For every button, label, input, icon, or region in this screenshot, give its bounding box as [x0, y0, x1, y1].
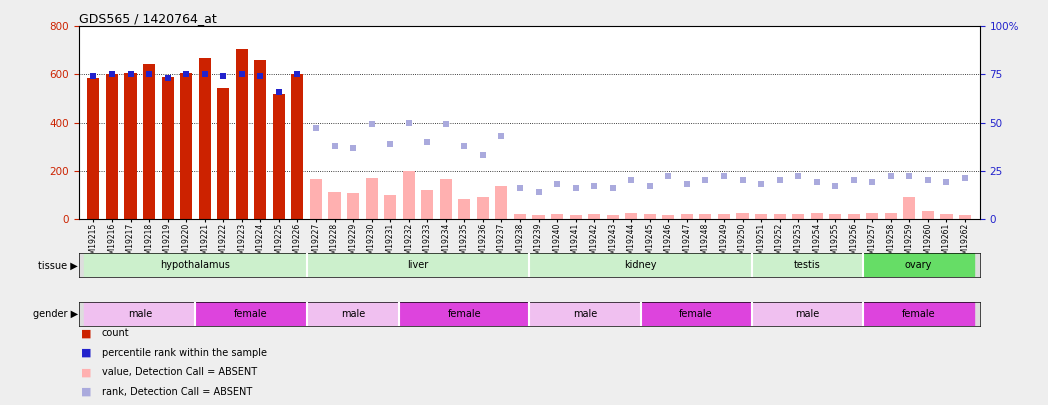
Text: ■: ■	[81, 348, 91, 358]
Text: liver: liver	[408, 260, 429, 270]
Bar	[864, 302, 975, 326]
Bar	[755, 214, 767, 219]
Bar	[366, 178, 377, 219]
Bar	[199, 58, 211, 219]
Bar	[737, 213, 748, 219]
Bar	[385, 195, 396, 219]
Bar	[811, 213, 823, 219]
Bar	[458, 200, 471, 219]
Bar	[84, 302, 195, 326]
Text: male: male	[341, 309, 365, 319]
Text: count: count	[102, 328, 129, 338]
Bar	[514, 214, 526, 219]
Text: value, Detection Call = ABSENT: value, Detection Call = ABSENT	[102, 367, 257, 377]
Bar	[399, 302, 529, 326]
Bar	[496, 186, 507, 219]
Text: rank, Detection Call = ABSENT: rank, Detection Call = ABSENT	[102, 387, 252, 396]
Bar	[272, 94, 285, 219]
Bar	[643, 214, 656, 219]
Bar	[180, 73, 192, 219]
Text: ■: ■	[81, 387, 91, 396]
Bar	[217, 87, 230, 219]
Bar	[307, 253, 529, 277]
Bar	[751, 253, 864, 277]
Bar	[959, 215, 971, 219]
Bar	[477, 197, 489, 219]
Bar	[773, 214, 786, 219]
Bar	[310, 179, 322, 219]
Text: male: male	[795, 309, 820, 319]
Text: female: female	[902, 309, 936, 319]
Text: kidney: kidney	[625, 260, 657, 270]
Bar	[106, 75, 118, 219]
Text: hypothalamus: hypothalamus	[160, 260, 231, 270]
Bar	[532, 215, 545, 219]
Text: ovary: ovary	[905, 260, 933, 270]
Bar	[792, 214, 804, 219]
Text: female: female	[679, 309, 713, 319]
Text: male: male	[573, 309, 597, 319]
Bar	[328, 192, 341, 219]
Bar	[867, 213, 878, 219]
Text: female: female	[447, 309, 481, 319]
Text: ■: ■	[81, 328, 91, 338]
Bar	[255, 60, 266, 219]
Bar	[607, 215, 618, 219]
Text: GDS565 / 1420764_at: GDS565 / 1420764_at	[79, 12, 216, 25]
Bar	[829, 214, 842, 219]
Text: testis: testis	[794, 260, 821, 270]
Bar	[662, 215, 674, 219]
Bar	[848, 214, 859, 219]
Bar	[864, 253, 975, 277]
Bar	[195, 302, 307, 326]
Bar	[307, 302, 399, 326]
Bar	[87, 78, 100, 219]
Text: tissue ▶: tissue ▶	[38, 260, 78, 270]
Bar	[529, 302, 640, 326]
Bar	[640, 302, 751, 326]
Bar	[125, 73, 136, 219]
Bar	[885, 213, 897, 219]
Bar	[440, 179, 452, 219]
Bar	[940, 214, 953, 219]
Bar	[421, 190, 433, 219]
Bar	[626, 213, 637, 219]
Text: male: male	[128, 309, 152, 319]
Bar	[143, 64, 155, 219]
Text: percentile rank within the sample: percentile rank within the sample	[102, 348, 266, 358]
Bar	[699, 214, 712, 219]
Bar	[84, 253, 307, 277]
Bar	[718, 214, 730, 219]
Bar	[161, 77, 174, 219]
Bar	[291, 75, 304, 219]
Bar	[529, 253, 751, 277]
Bar	[751, 302, 864, 326]
Text: gender ▶: gender ▶	[32, 309, 78, 319]
Text: ■: ■	[81, 367, 91, 377]
Bar	[551, 214, 563, 219]
Bar	[588, 214, 601, 219]
Bar	[347, 194, 359, 219]
Bar	[903, 197, 916, 219]
Bar	[236, 49, 247, 219]
Bar	[402, 171, 415, 219]
Bar	[922, 211, 934, 219]
Text: female: female	[235, 309, 268, 319]
Bar	[681, 214, 693, 219]
Bar	[569, 215, 582, 219]
